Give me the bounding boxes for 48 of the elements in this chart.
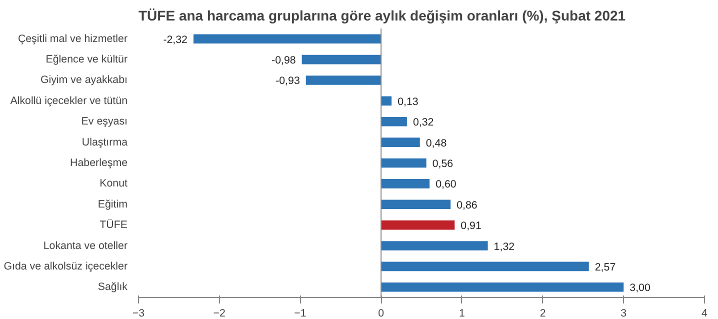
bar [381, 282, 624, 292]
bar [306, 76, 382, 85]
y-tick-label: Çeşitli mal ve hizmetler [18, 32, 128, 45]
y-tick-label: Haberleşme [70, 157, 128, 169]
bar [381, 116, 407, 126]
bar [193, 34, 382, 44]
data-label: 0,86 [456, 199, 478, 212]
x-tick-label: 3 [620, 308, 627, 319]
y-tick-label: Lokanta ve oteller [43, 240, 128, 252]
data-label: 0,60 [436, 178, 456, 191]
y-tick-label: Gıda ve alkolsüz içecekler [4, 260, 128, 272]
x-tick-label: 2 [540, 308, 546, 319]
bar [381, 241, 488, 250]
data-label: 3,00 [630, 282, 650, 294]
y-tick-label: Giyim ve ayakkabı [40, 74, 128, 86]
x-tick-label: 4 [702, 308, 708, 319]
y-tick-label: Eğlence ve kültür [46, 54, 128, 66]
data-label: 2,57 [594, 261, 616, 274]
y-tick-label: Ev eşyası [81, 116, 128, 128]
data-label: -0,93 [276, 75, 300, 88]
y-tick-label: TÜFE [100, 219, 128, 232]
bar [381, 179, 430, 188]
data-label: 0,56 [432, 158, 454, 170]
x-tick-label: 0 [378, 308, 384, 319]
bar [381, 200, 451, 210]
x-tick-label: 1 [458, 308, 465, 319]
data-label: 0,32 [412, 116, 434, 129]
data-label: -2,32 [163, 34, 188, 46]
data-label: 0,13 [398, 96, 418, 108]
y-tick-label: Eğitim [98, 198, 128, 210]
bar [381, 138, 420, 147]
x-tick-label: −1 [294, 308, 306, 319]
bar [381, 158, 426, 168]
data-label: 0,91 [460, 220, 482, 232]
data-label: 1,32 [494, 240, 515, 253]
y-tick-label: Ulaştırma [82, 136, 128, 148]
bar [302, 54, 382, 64]
x-tick-label: −2 [213, 308, 226, 319]
bar [381, 262, 589, 272]
y-tick-label: Konut [100, 178, 128, 190]
chart-title: TÜFE ana harcama gruplarına göre aylık değişim oranları (%), Şubat 2021 [138, 8, 626, 24]
bar [381, 220, 455, 230]
x-tick-label: −3 [132, 308, 145, 319]
data-label: 0,48 [426, 137, 447, 150]
y-tick-label: Sağlık [98, 281, 128, 294]
y-tick-label: Alkollü içecekler ve tütün [10, 94, 128, 107]
bar [381, 96, 392, 106]
data-label: -0,98 [272, 54, 296, 67]
